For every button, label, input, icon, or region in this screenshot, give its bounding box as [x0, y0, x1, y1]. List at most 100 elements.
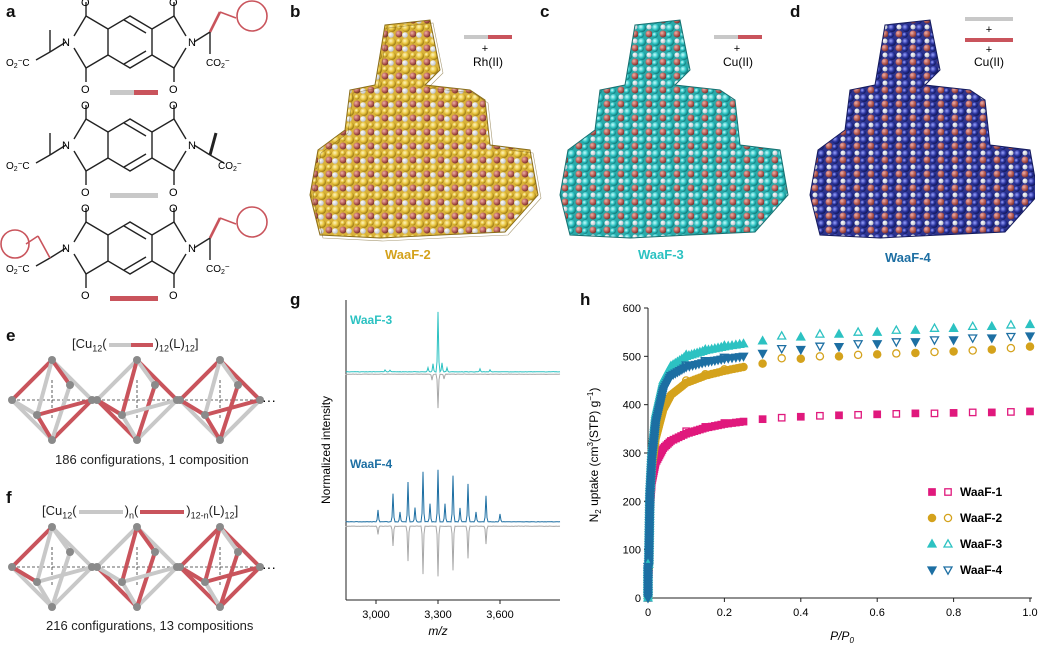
octahedra-row-f: ···: [0, 522, 290, 614]
framework-renderings: + Rh(II) + Cu(II) + + Cu(II): [290, 10, 1035, 280]
h-point: [797, 355, 804, 362]
g-series-label-waaf3: WaaF-3: [350, 313, 393, 327]
h-point-desorption: [1008, 409, 1014, 415]
carboxylate-left: O2−C: [6, 262, 30, 276]
h-point: [740, 418, 746, 424]
atom-o: O: [81, 100, 90, 112]
h-point-desorption: [931, 410, 937, 416]
h-point: [740, 363, 747, 370]
legend-marker-filled: [928, 540, 936, 547]
h-y-tick-label: 100: [623, 545, 641, 557]
h-point-desorption: [854, 341, 862, 348]
h-point: [950, 337, 958, 344]
atom-o: O: [81, 84, 90, 96]
h-point-desorption: [855, 412, 861, 418]
h-xlabel: P/P0: [830, 629, 854, 645]
ligand-bar-red: [110, 296, 158, 301]
ligand-2: O O O O N N O2−C CO2−: [6, 100, 242, 199]
h-point: [988, 322, 996, 329]
h-point-desorption: [854, 328, 862, 335]
legend-label: WaaF-4: [960, 563, 1003, 577]
g-x-tick-label: 3,600: [486, 609, 514, 621]
octahedron: [176, 356, 264, 444]
legend-bar-gray: [714, 35, 738, 39]
mass-spectra: Normalized intensity m/z WaaF-3 WaaF-4 3…: [290, 290, 570, 647]
legend-label: WaaF-2: [960, 511, 1003, 525]
h-ylabel: N2 uptake (cm3(STP) g−1): [586, 388, 603, 523]
h-x-tick-label: 0.6: [870, 607, 885, 619]
h-point-desorption: [892, 339, 900, 346]
h-point: [1026, 333, 1034, 340]
octahedron: [93, 356, 181, 444]
carboxylate-left: O2−C: [6, 56, 30, 70]
atom-n: N: [62, 243, 70, 255]
plus-sign: +: [482, 43, 488, 55]
h-point: [874, 411, 880, 417]
h-point: [950, 410, 956, 416]
caption-f: 216 configurations, 13 compositions: [46, 618, 253, 633]
h-point: [950, 348, 957, 355]
g-x-tick-label: 3,000: [362, 609, 390, 621]
legend-marker-open: [944, 514, 951, 521]
h-point: [797, 347, 805, 354]
bar-gray: [79, 510, 123, 514]
h-point: [835, 344, 843, 351]
h-point: [989, 409, 995, 415]
atom-n: N: [62, 140, 70, 152]
spectrum-waaf3-simulated: [346, 374, 560, 408]
h-point: [911, 326, 919, 333]
legend-bar-red: [488, 35, 512, 39]
legend-bar-red: [738, 35, 762, 39]
waaf4-framework: [810, 20, 1035, 238]
h-point: [759, 350, 767, 357]
h-point-desorption: [855, 351, 862, 358]
carboxylate-right: CO2−: [206, 56, 230, 70]
atom-o: O: [169, 0, 178, 9]
carboxylate-right: CO2−: [218, 159, 242, 173]
legend-bar-gray: [965, 17, 1013, 21]
h-x-tick-label: 0.8: [946, 607, 961, 619]
h-point: [874, 351, 881, 358]
legend-marker-filled: [929, 489, 935, 495]
atom-o: O: [169, 100, 178, 112]
h-point-desorption: [969, 335, 977, 342]
h-point: [988, 335, 996, 342]
h-y-tick-label: 200: [623, 496, 641, 508]
h-point-desorption: [817, 413, 823, 419]
g-ylabel: Normalized intensity: [319, 396, 333, 504]
legend-marker-open: [944, 540, 952, 547]
metal-label-cu: Cu(II): [974, 55, 1004, 69]
h-point: [759, 337, 767, 344]
carboxylate-right: CO2−: [206, 262, 230, 276]
h-point-desorption: [778, 332, 786, 339]
metal-label-cu: Cu(II): [723, 55, 753, 69]
h-x-tick-label: 0.2: [717, 607, 732, 619]
h-point: [911, 339, 919, 346]
bar-red: [140, 510, 184, 514]
caption-e: 186 configurations, 1 composition: [55, 452, 249, 467]
ligand-bar-gray: [110, 193, 158, 198]
h-point: [836, 412, 842, 418]
metal-label-rh: Rh(II): [473, 55, 503, 69]
legend-marker-filled: [928, 567, 936, 574]
atom-n: N: [188, 37, 196, 49]
h-point-desorption: [931, 348, 938, 355]
ellipsis: ···: [262, 559, 276, 575]
carboxylate-left: O2−C: [6, 159, 30, 173]
h-point-desorption: [816, 353, 823, 360]
ligand-structures: O O O O N N O2−C CO2− O O O O N N O2: [0, 0, 285, 315]
g-series-label-waaf4: WaaF-4: [350, 457, 393, 471]
h-point: [988, 346, 995, 353]
h-y-tick-label: 0: [635, 593, 641, 605]
h-point: [835, 353, 842, 360]
legend-label: WaaF-3: [960, 537, 1003, 551]
h-point: [797, 333, 805, 340]
h-point-desorption: [931, 337, 939, 344]
h-point-desorption: [970, 409, 976, 415]
h-point: [759, 360, 766, 367]
h-point-desorption: [893, 350, 900, 357]
octahedron: [8, 356, 96, 444]
h-point: [873, 341, 881, 348]
h-point-desorption: [969, 347, 976, 354]
g-x-tick-label: 3,300: [424, 609, 452, 621]
